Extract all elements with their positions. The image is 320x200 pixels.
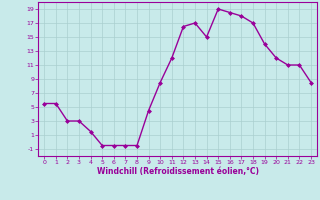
X-axis label: Windchill (Refroidissement éolien,°C): Windchill (Refroidissement éolien,°C) <box>97 167 259 176</box>
